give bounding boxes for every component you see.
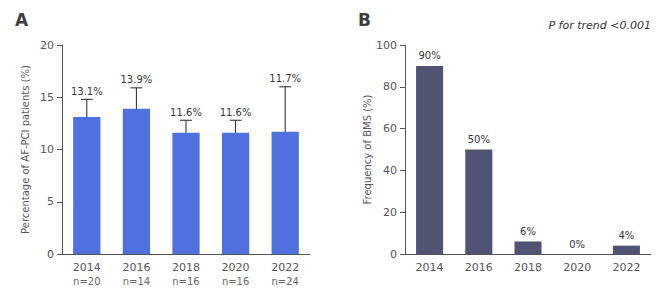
svg-text:n=20: n=20 — [73, 276, 100, 287]
svg-text:11.6%: 11.6% — [170, 107, 202, 118]
svg-text:80: 80 — [383, 80, 397, 93]
svg-text:2022: 2022 — [271, 261, 299, 274]
svg-text:n=16: n=16 — [172, 276, 199, 287]
svg-text:20: 20 — [40, 39, 54, 52]
svg-text:2022: 2022 — [612, 261, 640, 274]
svg-text:10: 10 — [40, 143, 54, 156]
svg-text:A: A — [15, 10, 29, 30]
svg-text:15: 15 — [40, 91, 54, 104]
svg-text:6%: 6% — [520, 226, 536, 237]
svg-text:0%: 0% — [569, 239, 585, 250]
svg-text:5: 5 — [47, 195, 54, 208]
svg-text:2014: 2014 — [416, 261, 444, 274]
svg-text:Frequency of BMS (%): Frequency of BMS (%) — [362, 94, 373, 204]
svg-text:n=14: n=14 — [123, 276, 150, 287]
svg-text:4%: 4% — [618, 230, 634, 241]
svg-text:2016: 2016 — [122, 261, 150, 274]
svg-text:2020: 2020 — [222, 261, 250, 274]
svg-text:60: 60 — [383, 122, 397, 135]
svg-text:0: 0 — [390, 248, 397, 261]
svg-text:100: 100 — [376, 39, 397, 52]
svg-text:0: 0 — [47, 248, 54, 261]
svg-text:P for trend <0.001: P for trend <0.001 — [548, 19, 651, 32]
svg-text:n=16: n=16 — [222, 276, 249, 287]
svg-text:2018: 2018 — [514, 261, 542, 274]
svg-text:40: 40 — [383, 164, 397, 177]
svg-text:2016: 2016 — [465, 261, 493, 274]
svg-text:90%: 90% — [418, 50, 440, 61]
svg-text:13.9%: 13.9% — [121, 74, 153, 85]
svg-text:B: B — [358, 10, 371, 30]
svg-text:2020: 2020 — [563, 261, 591, 274]
svg-text:11.7%: 11.7% — [269, 73, 301, 84]
svg-text:n=24: n=24 — [271, 276, 298, 287]
svg-text:20: 20 — [383, 206, 397, 219]
svg-text:50%: 50% — [468, 134, 490, 145]
svg-text:2018: 2018 — [172, 261, 200, 274]
svg-text:13.1%: 13.1% — [71, 86, 103, 97]
svg-text:2014: 2014 — [73, 261, 101, 274]
svg-text:11.6%: 11.6% — [220, 107, 252, 118]
svg-text:Percentage of AF-PCI patients: Percentage of AF-PCI patients (%) — [20, 65, 31, 234]
